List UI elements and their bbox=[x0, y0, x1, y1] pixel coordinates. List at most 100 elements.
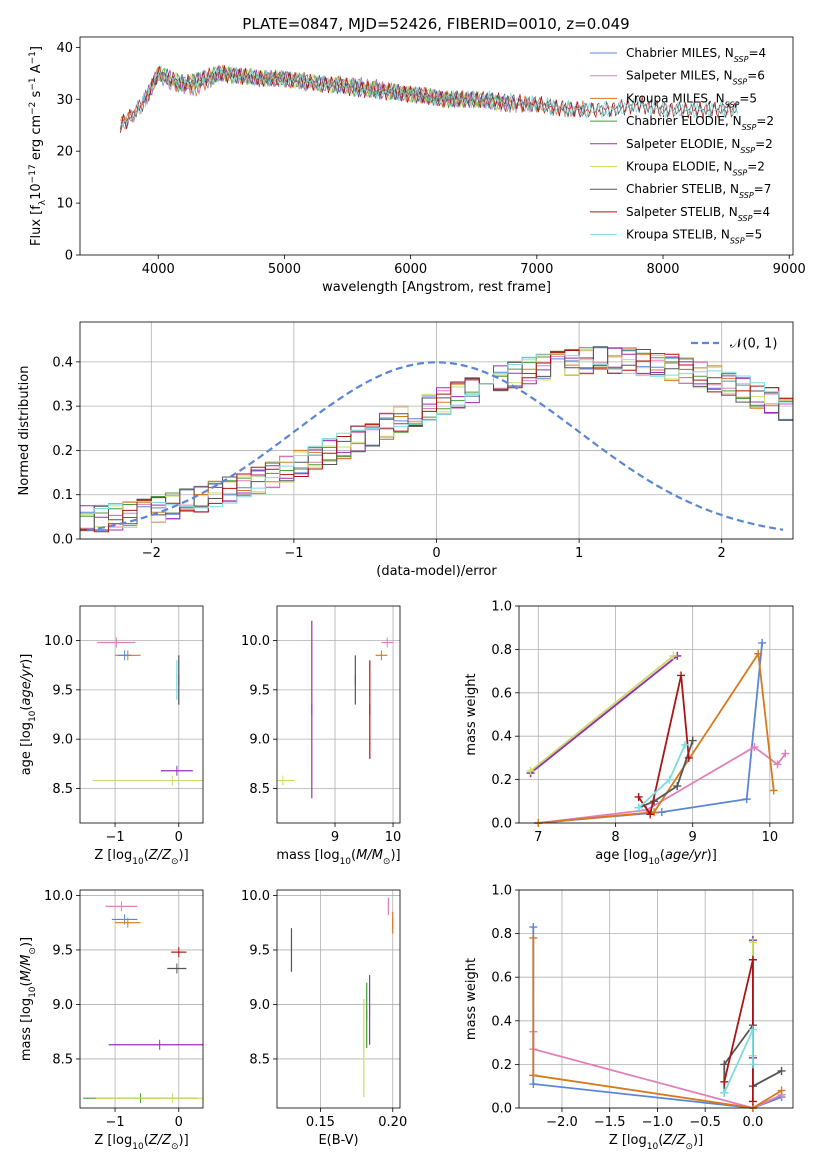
y-tick-label: 0 bbox=[65, 249, 73, 264]
label-part: ( bbox=[144, 1133, 149, 1148]
weight-point bbox=[777, 1086, 786, 1095]
legend-label-main: Kroupa ELODIE, N bbox=[626, 160, 733, 174]
z_vs_weight-xlabel: Z [log10(Z/Z⊙)] bbox=[609, 1133, 703, 1152]
z_vs_weight-ylabel: mass weight bbox=[464, 958, 479, 1040]
legend-label: Chabrier STELIB, NSSP=7 bbox=[626, 182, 771, 200]
gaussian-curve bbox=[86, 361, 784, 532]
weight-point bbox=[634, 792, 643, 801]
x-tick-label: 4000 bbox=[142, 262, 175, 277]
legend-label-suffix: =7 bbox=[754, 182, 772, 196]
x-tick-label: 10 bbox=[762, 830, 779, 845]
weight-series bbox=[538, 651, 775, 824]
weight-series bbox=[530, 655, 678, 774]
legend-label-suffix: =4 bbox=[752, 205, 770, 219]
histogram-series bbox=[80, 350, 793, 539]
mass_vs_age-frame bbox=[276, 605, 401, 824]
weight-series bbox=[530, 655, 674, 772]
z_vs_age-ylabel: age [log10(age/yr)] bbox=[19, 654, 38, 776]
weight-point bbox=[750, 743, 759, 752]
label-part: −17 bbox=[28, 164, 38, 183]
y-tick-label: 0.2 bbox=[491, 773, 512, 788]
legend-label: Kroupa ELODIE, NSSP=2 bbox=[626, 160, 765, 178]
label-part: Z/Z bbox=[148, 1133, 172, 1148]
histogram-series bbox=[80, 353, 793, 539]
legend-label: Chabrier MILES, NSSP=4 bbox=[626, 46, 766, 64]
label-part: age/yr bbox=[665, 848, 708, 863]
legend-label: Chabrier ELODIE, NSSP=2 bbox=[626, 114, 774, 132]
weight-point bbox=[529, 1071, 538, 1080]
y-tick-label: 30 bbox=[56, 93, 73, 108]
legend-label-sub: SSP bbox=[738, 213, 753, 222]
label-part: M/M bbox=[19, 955, 34, 982]
y-tick-label: 10 bbox=[56, 197, 73, 212]
label-part: −1 bbox=[28, 77, 38, 90]
label-part: wavelength [Angstrom, rest frame] bbox=[322, 280, 551, 295]
weight-point bbox=[673, 782, 682, 791]
label-part: )] bbox=[390, 848, 400, 863]
label-part: age/yr bbox=[19, 662, 34, 705]
label-part: )] bbox=[693, 1133, 703, 1148]
legend-label-main: Chabrier ELODIE, N bbox=[626, 114, 742, 128]
label-part: 10 bbox=[340, 857, 352, 867]
legend-label-sub: SSP bbox=[730, 236, 745, 245]
weight-point bbox=[680, 740, 689, 749]
histogram-series bbox=[80, 350, 793, 539]
weight-point bbox=[665, 775, 674, 784]
label-part: M/M bbox=[356, 848, 383, 863]
label-part: ( bbox=[144, 848, 149, 863]
legend-label-sub: SSP bbox=[742, 123, 757, 132]
x-tick-label: 2 bbox=[718, 546, 726, 561]
weight-point bbox=[742, 795, 751, 804]
histograms bbox=[80, 346, 793, 539]
x-tick-label: 9000 bbox=[773, 262, 806, 277]
label-part: )] bbox=[19, 654, 34, 664]
legend-label-suffix: =2 bbox=[756, 114, 774, 128]
y-tick-label: 40 bbox=[56, 41, 73, 56]
y-tick-label: 0.6 bbox=[491, 686, 512, 701]
y-tick-label: 0.8 bbox=[491, 927, 512, 942]
age_vs_weight-ylabel: mass weight bbox=[464, 673, 479, 755]
legend-label-suffix: =2 bbox=[755, 137, 773, 151]
ebv_vs_mass-axes: 0.15 0.20 8.5 9.0 9.5 10.0 bbox=[241, 889, 407, 1130]
y-tick-label: 10.0 bbox=[44, 889, 73, 904]
x-tick-label: 1 bbox=[575, 546, 583, 561]
weight-series bbox=[637, 675, 690, 817]
weight-point bbox=[758, 638, 767, 647]
weight-point bbox=[529, 933, 538, 942]
x-tick-label: 9 bbox=[689, 830, 697, 845]
spectrum-series bbox=[120, 65, 738, 133]
label-part: E(B-V) bbox=[318, 1133, 358, 1148]
weight-point bbox=[529, 1080, 538, 1089]
mass_vs_age-axes: 9 10 8.5 9.0 9.5 10.0 bbox=[241, 606, 401, 845]
legend-label-main: Chabrier STELIB, N bbox=[626, 182, 739, 196]
label-part: Z [log bbox=[94, 848, 132, 863]
y-tick-label: 8.5 bbox=[52, 1052, 73, 1067]
x-tick-label: 6000 bbox=[394, 262, 427, 277]
age_vs_weight-frame bbox=[518, 605, 794, 824]
x-tick-label: 7 bbox=[534, 830, 542, 845]
y-tick-label: 0.0 bbox=[491, 1102, 512, 1117]
weight-point bbox=[657, 808, 666, 817]
label-part: ⊙ bbox=[171, 1142, 179, 1152]
weight-point bbox=[634, 803, 643, 812]
x-tick-label: 7000 bbox=[520, 262, 553, 277]
label-part: ⊙ bbox=[685, 1142, 693, 1152]
label-part: mass weight bbox=[464, 673, 479, 755]
x-tick-label: 10 bbox=[385, 830, 402, 845]
label-part: ⊙ bbox=[383, 857, 391, 867]
label-part: Z [log bbox=[609, 1133, 647, 1148]
legend-label-main: Kroupa MILES, N bbox=[626, 91, 725, 105]
label-part: Z/Z bbox=[662, 1133, 686, 1148]
y-tick-label: 0.0 bbox=[491, 817, 512, 832]
y-tick-label: 1.0 bbox=[491, 600, 512, 615]
label-part: ( bbox=[351, 848, 356, 863]
z_vs_mass-axes: −1 0 8.5 9.0 9.5 10.0 bbox=[44, 889, 203, 1130]
x-tick-label: −1.0 bbox=[642, 1115, 674, 1130]
x-tick-label: 0 bbox=[175, 830, 183, 845]
z_vs_mass-xlabel: Z [log10(Z/Z⊙)] bbox=[94, 1133, 188, 1152]
label-part: erg cm bbox=[29, 115, 44, 164]
spectrum-frame bbox=[79, 36, 794, 256]
y-tick-label: 9.5 bbox=[249, 683, 270, 698]
x-tick-label: −1.5 bbox=[594, 1115, 626, 1130]
y-tick-label: 0.3 bbox=[52, 400, 73, 415]
